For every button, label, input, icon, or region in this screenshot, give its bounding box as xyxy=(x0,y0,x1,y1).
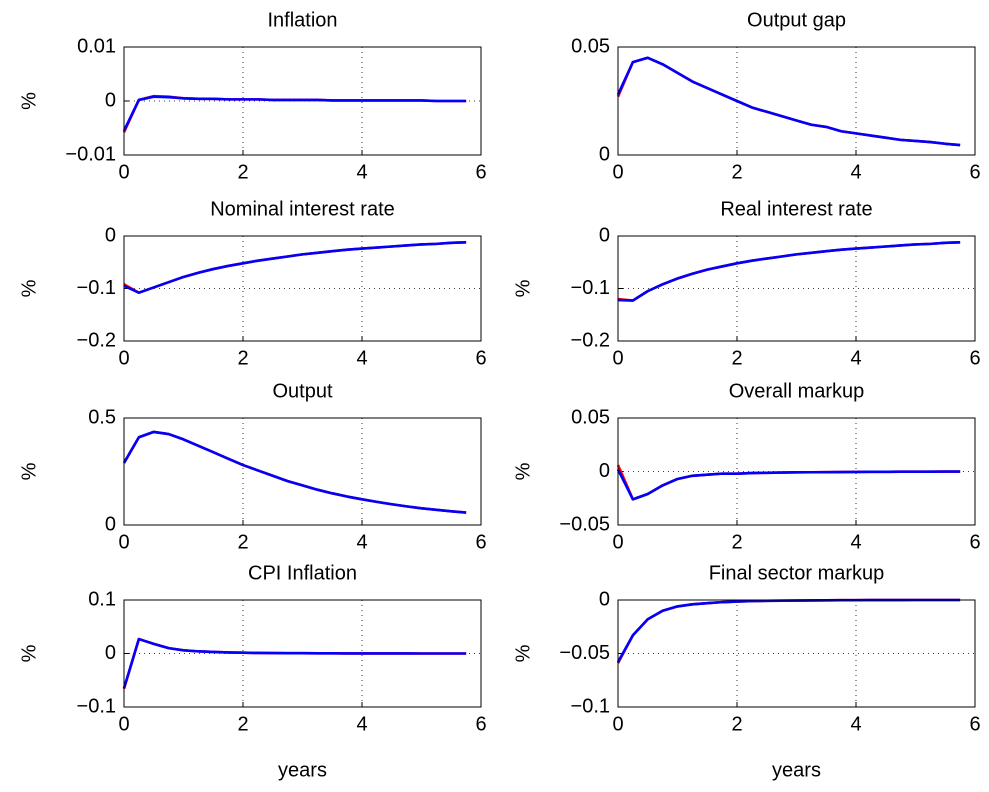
x-tick-label: 2 xyxy=(237,531,248,553)
y-tick-label: −0.1 xyxy=(77,695,116,717)
x-tick-label: 4 xyxy=(850,713,861,735)
y-axis-label: % xyxy=(18,279,40,297)
x-tick-label: 6 xyxy=(969,347,980,369)
series-line xyxy=(123,241,467,294)
plot-area xyxy=(618,600,975,707)
x-tick-label: 4 xyxy=(850,531,861,553)
y-axis-label: % xyxy=(18,644,40,662)
series-line xyxy=(122,430,467,514)
axes-box xyxy=(617,46,976,156)
y-tick-label: 0.1 xyxy=(88,588,116,610)
x-tick-label: 2 xyxy=(731,347,742,369)
y-axis-label: % xyxy=(18,92,40,110)
axes-box xyxy=(617,599,976,708)
y-tick-label: −0.1 xyxy=(571,695,610,717)
y-tick-label: −0.2 xyxy=(77,329,116,351)
y-axis-label: % xyxy=(18,462,40,480)
y-tick-label: 0 xyxy=(599,460,610,482)
x-tick-label: 6 xyxy=(475,531,486,553)
x-axis-label: years xyxy=(772,759,821,781)
x-tick-label: 4 xyxy=(356,161,367,183)
x-tick-label: 4 xyxy=(356,713,367,735)
y-tick-label: −0.05 xyxy=(559,513,610,535)
x-tick-label: 0 xyxy=(612,531,623,553)
chart-title: Overall markup xyxy=(729,380,865,402)
axes-box xyxy=(123,417,482,526)
y-tick-label: 0.05 xyxy=(571,35,610,57)
x-tick-label: 2 xyxy=(237,347,248,369)
y-tick-label: 0 xyxy=(105,89,116,111)
chart-title: Inflation xyxy=(267,9,337,31)
y-axis-label: % xyxy=(512,462,534,480)
y-tick-label: 0 xyxy=(105,224,116,246)
x-tick-label: 0 xyxy=(118,713,129,735)
y-tick-label: 0 xyxy=(599,143,610,165)
x-tick-label: 2 xyxy=(237,713,248,735)
x-tick-label: 6 xyxy=(969,531,980,553)
x-tick-label: 0 xyxy=(118,531,129,553)
y-tick-label: 0.5 xyxy=(88,406,116,428)
plot-area xyxy=(124,236,481,341)
x-tick-label: 4 xyxy=(356,531,367,553)
x-axis-label: years xyxy=(278,759,327,781)
axes-box xyxy=(617,235,976,342)
y-tick-label: 0.05 xyxy=(571,406,610,428)
chart-title: Output xyxy=(272,380,332,402)
y-axis-label: % xyxy=(512,644,534,662)
chart-title: CPI Inflation xyxy=(248,562,357,584)
y-tick-label: −0.2 xyxy=(571,329,610,351)
series-line xyxy=(617,241,961,302)
chart-title: Final sector markup xyxy=(709,562,885,584)
x-tick-label: 6 xyxy=(969,713,980,735)
x-tick-label: 0 xyxy=(118,347,129,369)
axes-box xyxy=(123,599,482,708)
x-tick-label: 6 xyxy=(475,347,486,369)
plot-area xyxy=(618,236,975,341)
x-tick-label: 6 xyxy=(969,161,980,183)
chart-title: Nominal interest rate xyxy=(210,198,395,220)
y-axis-label: % xyxy=(512,279,534,297)
x-tick-label: 6 xyxy=(475,161,486,183)
x-tick-label: 0 xyxy=(118,161,129,183)
y-tick-label: −0.05 xyxy=(559,642,610,664)
x-tick-label: 2 xyxy=(237,161,248,183)
y-tick-label: 0 xyxy=(105,642,116,664)
axes-box xyxy=(123,46,482,156)
x-tick-label: 4 xyxy=(356,347,367,369)
y-tick-label: 0 xyxy=(599,224,610,246)
y-tick-label: 0.01 xyxy=(77,35,116,57)
y-tick-label: −0.01 xyxy=(65,143,116,165)
x-tick-label: 2 xyxy=(731,531,742,553)
series-line xyxy=(122,637,467,689)
series-line xyxy=(122,95,467,132)
chart-title: Real interest rate xyxy=(720,198,872,220)
y-tick-label: 0 xyxy=(599,588,610,610)
x-tick-label: 4 xyxy=(850,347,861,369)
x-tick-label: 6 xyxy=(475,713,486,735)
axes-box xyxy=(123,235,482,342)
series-line xyxy=(616,468,961,501)
x-tick-label: 4 xyxy=(850,161,861,183)
y-tick-label: 0 xyxy=(105,513,116,535)
plot-area xyxy=(618,47,975,155)
x-tick-label: 0 xyxy=(612,347,623,369)
x-tick-label: 0 xyxy=(612,713,623,735)
y-tick-label: −0.1 xyxy=(77,277,116,299)
series-line xyxy=(616,56,961,147)
x-tick-label: 0 xyxy=(612,161,623,183)
y-tick-label: −0.1 xyxy=(571,277,610,299)
x-tick-label: 2 xyxy=(731,161,742,183)
x-tick-label: 2 xyxy=(731,713,742,735)
chart-title: Output gap xyxy=(747,9,846,31)
axes-box xyxy=(617,417,976,526)
